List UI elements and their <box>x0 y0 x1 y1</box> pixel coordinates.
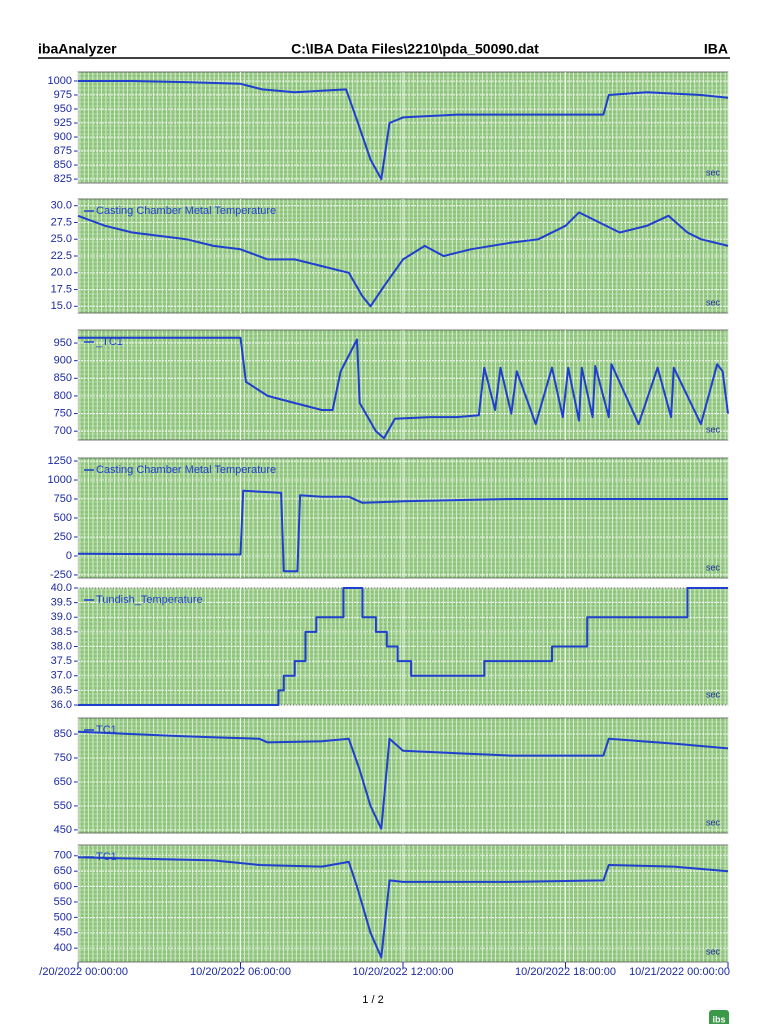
y-tick-label: 27.5 <box>51 216 72 228</box>
y-tick-label: 39.5 <box>51 597 72 609</box>
app-name: ibaAnalyzer <box>38 41 117 57</box>
y-tick-label: 825 <box>54 173 72 185</box>
y-tick-label: -250 <box>50 569 72 581</box>
x-unit: sec <box>706 167 721 177</box>
y-tick-label: 850 <box>54 159 72 171</box>
y-tick-label: 450 <box>54 927 72 939</box>
y-tick-label: 40.0 <box>51 582 72 594</box>
x-unit: sec <box>706 297 721 307</box>
y-tick-label: 750 <box>54 407 72 419</box>
legend-label: _TC1 <box>95 336 123 348</box>
y-tick-label: 800 <box>54 390 72 402</box>
y-tick-label: 550 <box>54 896 72 908</box>
y-tick-label: 400 <box>54 942 72 954</box>
y-tick-label: 20.0 <box>51 267 72 279</box>
y-tick-label: 900 <box>54 131 72 143</box>
x-tick-label: 10/21/2022 00:00:00 <box>629 966 730 978</box>
y-tick-label: 38.0 <box>51 640 72 652</box>
y-tick-label: 450 <box>54 824 72 836</box>
x-tick-label: 10/20/2022 06:00:00 <box>190 966 291 978</box>
y-tick-label: 250 <box>54 531 72 543</box>
y-tick-label: 975 <box>54 89 72 101</box>
y-tick-label: 850 <box>54 372 72 384</box>
y-tick-label: 925 <box>54 117 72 129</box>
y-tick-label: 37.0 <box>51 670 72 682</box>
y-tick-label: 850 <box>54 728 72 740</box>
y-tick-label: 1250 <box>48 455 72 467</box>
file-path: C:\IBA Data Files\2210\pda_50090.dat <box>291 41 539 57</box>
y-tick-label: 750 <box>54 493 72 505</box>
y-tick-label: 900 <box>54 355 72 367</box>
y-tick-label: 15.0 <box>51 300 72 312</box>
y-tick-label: 600 <box>54 880 72 892</box>
y-tick-label: 38.5 <box>51 626 72 638</box>
y-tick-label: 500 <box>54 512 72 524</box>
legend-label: Casting Chamber Metal Temperature <box>96 464 276 476</box>
y-tick-label: 22.5 <box>51 250 72 262</box>
series-line <box>78 587 728 706</box>
x-unit: sec <box>706 562 721 572</box>
page-number: 1 / 2 <box>362 994 383 1006</box>
series-line <box>77 489 728 573</box>
logo-text: ibs <box>712 1014 725 1024</box>
x-tick-label: 10/20/2022 12:00:00 <box>353 966 454 978</box>
y-tick-label: 25.0 <box>51 233 72 245</box>
series-line <box>77 856 729 959</box>
x-unit: sec <box>706 946 721 956</box>
x-tick-label: 10/20/2022 18:00:00 <box>515 966 616 978</box>
y-tick-label: 500 <box>54 911 72 923</box>
x-unit: sec <box>706 817 721 827</box>
y-tick-label: 950 <box>54 337 72 349</box>
logo <box>709 1010 729 1024</box>
x-tick-label: /20/2022 00:00:00 <box>39 966 128 978</box>
y-tick-label: 30.0 <box>51 200 72 212</box>
y-tick-label: 36.0 <box>51 699 72 711</box>
y-tick-label: 1000 <box>48 474 72 486</box>
legend-label: Tundish_Temperature <box>96 594 203 606</box>
y-tick-label: 650 <box>54 865 72 877</box>
brand: IBA <box>704 41 728 57</box>
series-line <box>78 336 729 440</box>
legend-label: TC1 <box>96 724 117 736</box>
x-unit: sec <box>706 424 721 434</box>
y-tick-label: 36.5 <box>51 684 72 696</box>
y-tick-label: 37.5 <box>51 655 72 667</box>
y-tick-label: 0 <box>66 550 72 562</box>
y-tick-label: 550 <box>54 800 72 812</box>
y-tick-label: 700 <box>54 850 72 862</box>
y-tick-label: 875 <box>54 145 72 157</box>
series-line <box>77 730 729 830</box>
y-tick-label: 650 <box>54 776 72 788</box>
series-line <box>77 211 729 308</box>
y-tick-label: 1000 <box>48 75 72 87</box>
legend-label: TC1 <box>96 851 117 863</box>
y-tick-label: 39.0 <box>51 611 72 623</box>
y-tick-label: 750 <box>54 752 72 764</box>
y-tick-label: 950 <box>54 103 72 115</box>
series-line <box>78 80 729 181</box>
legend-label: Casting Chamber Metal Temperature <box>96 205 276 217</box>
y-tick-label: 17.5 <box>51 283 72 295</box>
y-tick-label: 700 <box>54 425 72 437</box>
x-unit: sec <box>706 689 721 699</box>
